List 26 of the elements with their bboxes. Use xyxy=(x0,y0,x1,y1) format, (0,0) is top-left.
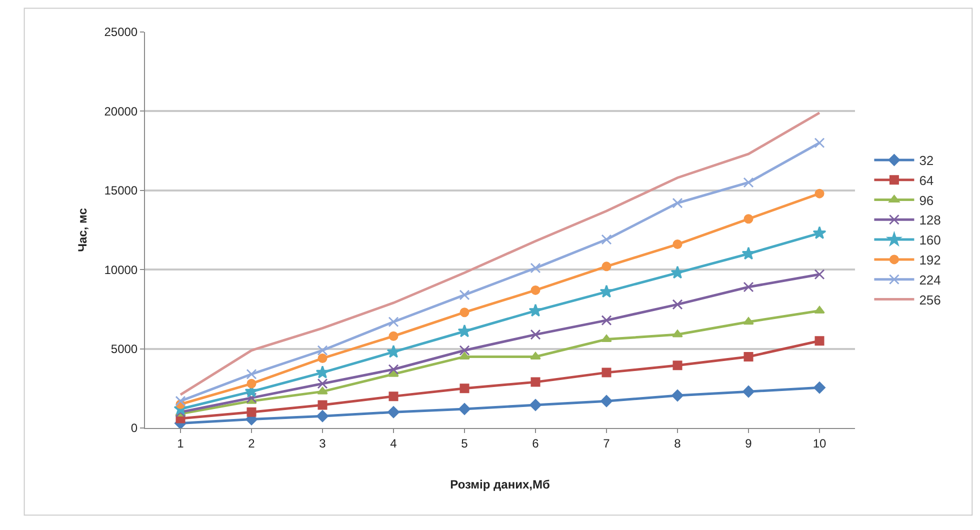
x-tick-label: 5 xyxy=(461,436,468,450)
legend-label: 96 xyxy=(919,192,934,208)
y-tick-label: 15000 xyxy=(104,184,138,198)
legend-label: 64 xyxy=(919,172,934,188)
x-tick-label: 3 xyxy=(319,436,326,450)
x-tick-label: 2 xyxy=(248,436,256,450)
x-tick-label: 8 xyxy=(674,436,682,450)
y-tick-label: 0 xyxy=(130,421,138,436)
legend-label: 160 xyxy=(919,232,941,248)
x-tick-label: 7 xyxy=(603,436,610,450)
y-tick-label: 20000 xyxy=(104,104,138,118)
y-tick-label: 5000 xyxy=(110,342,138,356)
x-tick-label: 1 xyxy=(177,436,184,450)
legend-label: 32 xyxy=(919,153,934,168)
y-tick-label: 25000 xyxy=(104,25,138,40)
y-tick-label: 10000 xyxy=(104,262,138,277)
x-tick-label: 6 xyxy=(532,436,540,450)
legend-label: 224 xyxy=(919,272,941,288)
x-tick-label: 10 xyxy=(812,436,826,450)
legend-label: 192 xyxy=(919,252,941,268)
y-axis-title: Час, мс xyxy=(76,208,90,252)
legend-label: 128 xyxy=(919,212,941,228)
x-tick-label: 9 xyxy=(745,436,752,450)
x-axis-title: Розмір даних,Мб xyxy=(450,477,550,492)
x-tick-label: 4 xyxy=(390,436,398,450)
legend-label: 256 xyxy=(919,292,941,308)
